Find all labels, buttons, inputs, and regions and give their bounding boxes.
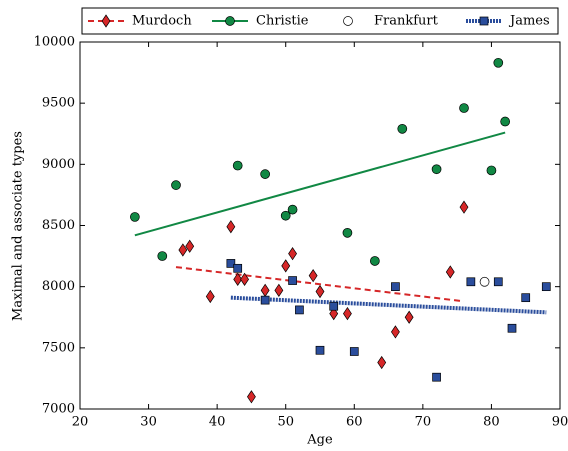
- point: [315, 345, 325, 355]
- point: [205, 289, 215, 304]
- legend-marker: [479, 16, 489, 26]
- x-tick-label: 50: [277, 415, 294, 430]
- y-tick-label: 9500: [42, 96, 75, 111]
- legend-label: Frankfurt: [374, 14, 439, 29]
- trend-line: [230, 295, 547, 315]
- x-tick-label: 20: [72, 415, 89, 430]
- legend-marker: [225, 16, 235, 26]
- point: [349, 347, 359, 356]
- point: [315, 284, 325, 299]
- point: [247, 390, 256, 404]
- legend-marker: [101, 14, 111, 28]
- point: [232, 160, 243, 171]
- y-tick-label: 7000: [42, 402, 75, 417]
- x-tick-label: 30: [140, 415, 157, 430]
- point: [397, 124, 408, 134]
- point: [260, 295, 270, 305]
- point: [459, 103, 469, 113]
- legend-marker: [343, 16, 353, 26]
- point: [288, 247, 297, 261]
- y-tick-label: 10000: [34, 35, 75, 50]
- x-tick-label: 40: [209, 415, 226, 430]
- x-tick-label: 80: [483, 415, 500, 430]
- point: [185, 239, 195, 253]
- point: [226, 259, 236, 268]
- y-tick-label: 8500: [42, 218, 75, 233]
- point: [178, 243, 188, 257]
- point: [157, 251, 168, 261]
- point: [280, 210, 291, 221]
- point: [281, 259, 291, 273]
- point: [274, 283, 284, 297]
- point: [486, 165, 497, 176]
- point: [391, 325, 400, 339]
- point: [329, 301, 339, 311]
- point: [431, 164, 442, 175]
- point: [342, 227, 353, 238]
- point: [240, 272, 249, 286]
- point: [507, 323, 517, 333]
- point: [343, 306, 352, 321]
- trend-line: [175, 266, 465, 303]
- point: [493, 57, 504, 68]
- point: [541, 282, 551, 292]
- y-tick-label: 8000: [42, 279, 75, 294]
- point: [493, 277, 503, 287]
- point: [295, 305, 304, 315]
- point: [500, 116, 510, 127]
- point: [466, 277, 476, 287]
- point: [233, 272, 243, 286]
- point: [226, 220, 236, 234]
- legend-label: Murdoch: [132, 14, 192, 29]
- point: [260, 169, 270, 179]
- point: [521, 293, 531, 303]
- y-tick-label: 9000: [42, 157, 75, 172]
- point: [287, 204, 298, 215]
- point: [479, 276, 490, 287]
- trend-line: [134, 131, 506, 237]
- point: [370, 256, 380, 266]
- y-axis-label: Maximal and associate types: [11, 131, 26, 321]
- legend-label: James: [508, 14, 550, 29]
- legend-label: Christie: [256, 14, 309, 29]
- point: [404, 310, 414, 324]
- point: [130, 212, 140, 222]
- point: [459, 200, 469, 214]
- x-tick-label: 90: [552, 415, 568, 430]
- point: [391, 282, 400, 292]
- point: [288, 276, 297, 285]
- y-tick-label: 7500: [42, 340, 75, 355]
- point: [308, 269, 318, 283]
- point: [171, 180, 181, 190]
- x-tick-label: 70: [415, 415, 432, 430]
- x-axis-label: Age: [306, 433, 333, 448]
- point: [233, 263, 243, 273]
- point: [445, 265, 455, 279]
- point: [260, 283, 270, 297]
- point: [377, 355, 387, 370]
- point: [432, 372, 441, 382]
- x-tick-label: 60: [346, 415, 363, 430]
